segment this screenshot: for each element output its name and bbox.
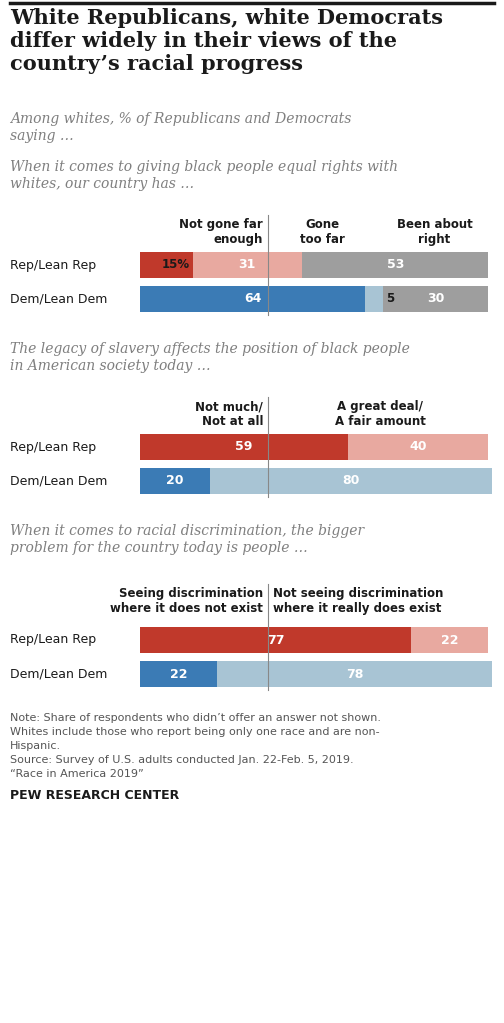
Text: Source: Survey of U.S. adults conducted Jan. 22-Feb. 5, 2019.: Source: Survey of U.S. adults conducted … — [10, 755, 354, 765]
Bar — [193, 252, 302, 278]
Text: White Republicans, white Democrats
differ widely in their views of the
country’s: White Republicans, white Democrats diffe… — [10, 8, 443, 75]
Text: 22: 22 — [170, 667, 187, 680]
Text: Hispanic.: Hispanic. — [10, 741, 61, 751]
Bar — [348, 434, 488, 460]
Bar — [302, 252, 488, 278]
Bar — [140, 661, 217, 687]
Bar — [140, 468, 210, 494]
Bar — [383, 286, 488, 312]
Bar — [140, 286, 365, 312]
Text: 77: 77 — [267, 633, 284, 647]
Text: 20: 20 — [166, 475, 184, 488]
Text: Been about
right: Been about right — [397, 218, 472, 246]
Bar — [217, 661, 492, 687]
Text: 30: 30 — [427, 293, 445, 306]
Text: Not much/
Not at all: Not much/ Not at all — [195, 400, 263, 428]
Text: When it comes to giving black people equal rights with
whites, our country has …: When it comes to giving black people equ… — [10, 160, 398, 191]
Text: Not gone far
enough: Not gone far enough — [179, 218, 263, 246]
Text: 15%: 15% — [162, 259, 190, 271]
Text: Not seeing discrimination
where it really does exist: Not seeing discrimination where it reall… — [273, 587, 444, 615]
Text: Gone
too far: Gone too far — [300, 218, 345, 246]
Text: The legacy of slavery affects the position of black people
in American society t: The legacy of slavery affects the positi… — [10, 342, 410, 373]
Text: 64: 64 — [244, 293, 262, 306]
Text: PEW RESEARCH CENTER: PEW RESEARCH CENTER — [10, 789, 179, 802]
Text: 22: 22 — [441, 633, 459, 647]
Text: 53: 53 — [387, 259, 404, 271]
Text: Rep/Lean Rep: Rep/Lean Rep — [10, 259, 96, 271]
Bar — [140, 434, 348, 460]
Text: Rep/Lean Rep: Rep/Lean Rep — [10, 441, 96, 453]
Bar — [411, 627, 488, 653]
Bar — [365, 286, 383, 312]
Bar — [140, 627, 411, 653]
Text: When it comes to racial discrimination, the bigger
problem for the country today: When it comes to racial discrimination, … — [10, 524, 364, 555]
Text: Seeing discrimination
where it does not exist: Seeing discrimination where it does not … — [110, 587, 263, 615]
Bar — [140, 252, 193, 278]
Text: 80: 80 — [343, 475, 360, 488]
Text: Note: Share of respondents who didn’t offer an answer not shown.: Note: Share of respondents who didn’t of… — [10, 713, 381, 723]
Text: “Race in America 2019”: “Race in America 2019” — [10, 769, 144, 779]
Text: Whites include those who report being only one race and are non-: Whites include those who report being on… — [10, 727, 380, 737]
Text: Dem/Lean Dem: Dem/Lean Dem — [10, 667, 107, 680]
Bar — [210, 468, 492, 494]
Text: Rep/Lean Rep: Rep/Lean Rep — [10, 633, 96, 647]
Text: 59: 59 — [235, 441, 253, 453]
Text: 78: 78 — [346, 667, 363, 680]
Text: 5: 5 — [386, 293, 394, 306]
Text: Dem/Lean Dem: Dem/Lean Dem — [10, 293, 107, 306]
Text: A great deal/
A fair amount: A great deal/ A fair amount — [335, 400, 425, 428]
Text: 40: 40 — [409, 441, 427, 453]
Text: 31: 31 — [239, 259, 256, 271]
Text: Dem/Lean Dem: Dem/Lean Dem — [10, 475, 107, 488]
Text: Among whites, % of Republicans and Democrats
saying …: Among whites, % of Republicans and Democ… — [10, 112, 351, 143]
